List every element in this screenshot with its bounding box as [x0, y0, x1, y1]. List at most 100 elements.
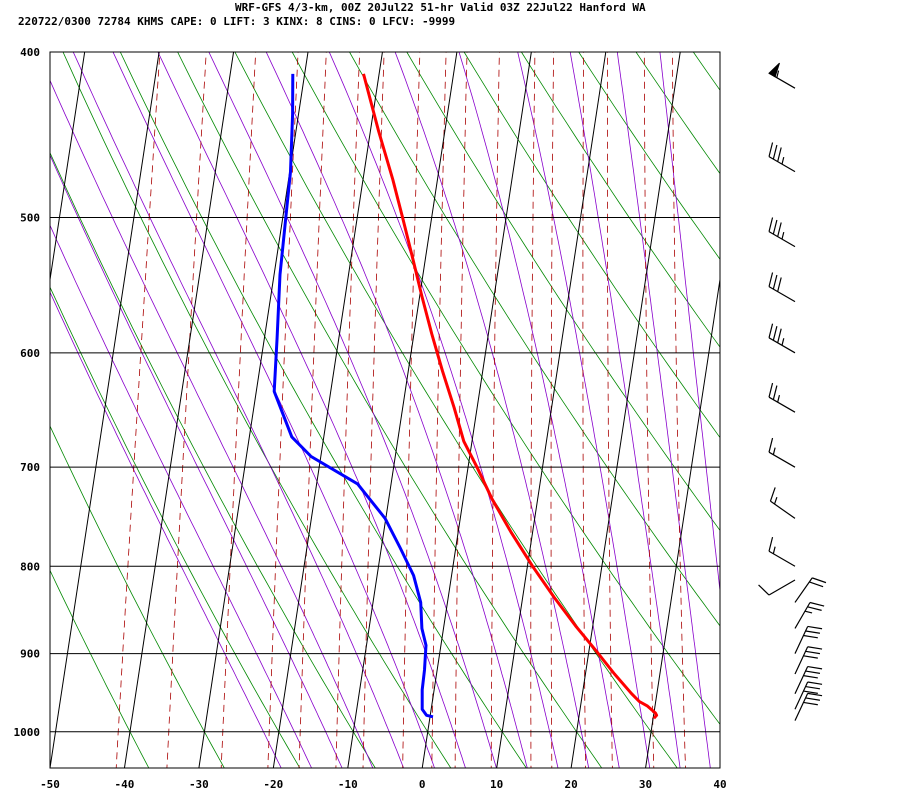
barb-half-flag	[777, 394, 781, 403]
mixing-ratio-line	[298, 52, 327, 768]
barb-shaft	[768, 579, 796, 596]
barb-flag	[768, 536, 774, 552]
barb-flag	[772, 385, 778, 400]
dry-adiabat	[349, 52, 720, 627]
barb-flag	[768, 323, 774, 338]
barb-flag	[772, 144, 778, 160]
barb-half-flag	[772, 447, 776, 455]
barb-flag	[803, 690, 818, 694]
pressure-tick-label: 400	[20, 46, 40, 59]
wind-barb	[794, 681, 823, 710]
barb-half-flag	[776, 70, 780, 78]
mixing-ratio-line	[454, 52, 468, 768]
temperature-tick-label: 20	[564, 778, 577, 791]
pressure-axis: 400 500 600 700 800 900 1000	[14, 46, 41, 739]
chart-title: WRF-GFS 4/3-km, 00Z 20Jul22 51-hr Valid …	[235, 1, 646, 14]
barb-flag	[805, 650, 821, 655]
barb-flag	[768, 217, 774, 232]
temperature-tick-label: -50	[40, 778, 60, 791]
isotherm	[645, 276, 720, 768]
wind-barb	[768, 437, 796, 468]
mixing-ratio-line	[550, 52, 554, 768]
wind-barb	[768, 272, 796, 303]
mixing-ratio-line	[166, 52, 207, 768]
mixing-ratio-line	[643, 52, 655, 768]
wind-barb	[794, 577, 827, 603]
barb-pennant	[768, 62, 780, 78]
pressure-tick-label: 500	[20, 212, 40, 225]
wind-barb	[768, 217, 796, 248]
barb-flag	[768, 382, 774, 398]
wind-barb	[794, 646, 823, 675]
moist-adiabat	[208, 52, 497, 768]
dry-adiabat	[406, 52, 720, 532]
wind-barb	[768, 536, 796, 567]
barb-flag	[803, 655, 818, 659]
wind-barb	[758, 579, 796, 596]
barb-flag	[758, 584, 770, 596]
barb-flag	[809, 581, 824, 588]
pressure-tick-label: 600	[20, 347, 40, 360]
barb-half-flag	[773, 496, 778, 505]
isotherm	[570, 52, 681, 768]
pressure-tick-label: 800	[20, 560, 40, 573]
temperature-tick-label: 10	[490, 778, 503, 791]
barb-flag	[805, 670, 821, 674]
isotherm	[347, 52, 458, 768]
barb-half-flag	[804, 610, 813, 614]
mixing-ratio-line	[267, 52, 299, 768]
dry-adiabat	[635, 52, 720, 175]
barb-flag	[768, 142, 774, 157]
temperature-axis: -50 -40 -30 -20 -10 0 10 20 30 40	[40, 778, 727, 791]
mixing-ratio-line	[582, 52, 586, 768]
barb-flag	[805, 685, 821, 690]
moist-adiabat	[616, 52, 711, 768]
wind-barb	[768, 142, 796, 173]
wind-barb	[794, 692, 823, 721]
mixing-ratio-line	[220, 52, 257, 768]
dry-adiabat	[578, 52, 720, 260]
barb-flag	[805, 630, 821, 634]
barb-half-flag	[772, 546, 776, 554]
barb-flag	[772, 326, 778, 341]
temperature-tick-label: -10	[338, 778, 358, 791]
temperature-tick-label: 0	[419, 778, 426, 791]
moist-adiabat	[517, 52, 651, 768]
barb-half-flag	[781, 231, 785, 240]
barb-flag	[803, 634, 818, 639]
wind-barb	[794, 625, 823, 654]
dry-adiabat	[50, 425, 225, 768]
moist-adiabat	[50, 79, 374, 768]
moist-adiabat	[265, 52, 528, 768]
wind-barb	[794, 601, 825, 629]
temperature-tick-label: 30	[639, 778, 652, 791]
dewpoint-trace	[272, 73, 434, 719]
dry-adiabat	[50, 286, 301, 768]
barb-flag	[803, 675, 818, 679]
barb-flag	[807, 681, 823, 685]
temperature-tick-label: 40	[713, 778, 726, 791]
barb-flag	[772, 274, 778, 290]
moist-adiabat	[394, 52, 590, 768]
isotherm	[50, 52, 160, 768]
moist-adiabat	[50, 291, 282, 768]
barb-flag	[807, 646, 823, 650]
pressure-tick-label: 900	[20, 648, 40, 661]
dry-adiabat	[50, 151, 376, 768]
isotherm	[198, 52, 309, 768]
barb-flag	[807, 606, 822, 611]
moist-adiabat	[659, 52, 720, 594]
dry-adiabat	[696, 0, 900, 800]
dry-adiabat	[807, 0, 900, 800]
moist-adiabat	[328, 52, 559, 768]
moist-adiabat	[50, 224, 313, 768]
barb-flag	[809, 601, 825, 607]
wind-barb	[768, 382, 796, 413]
mixing-ratio-line	[115, 52, 161, 768]
temperature-tick-label: -20	[263, 778, 283, 791]
mixing-ratio-line	[530, 52, 536, 768]
mixing-ratio-line	[335, 52, 361, 768]
barb-flag	[812, 577, 827, 584]
temperature-tick-label: -40	[115, 778, 135, 791]
